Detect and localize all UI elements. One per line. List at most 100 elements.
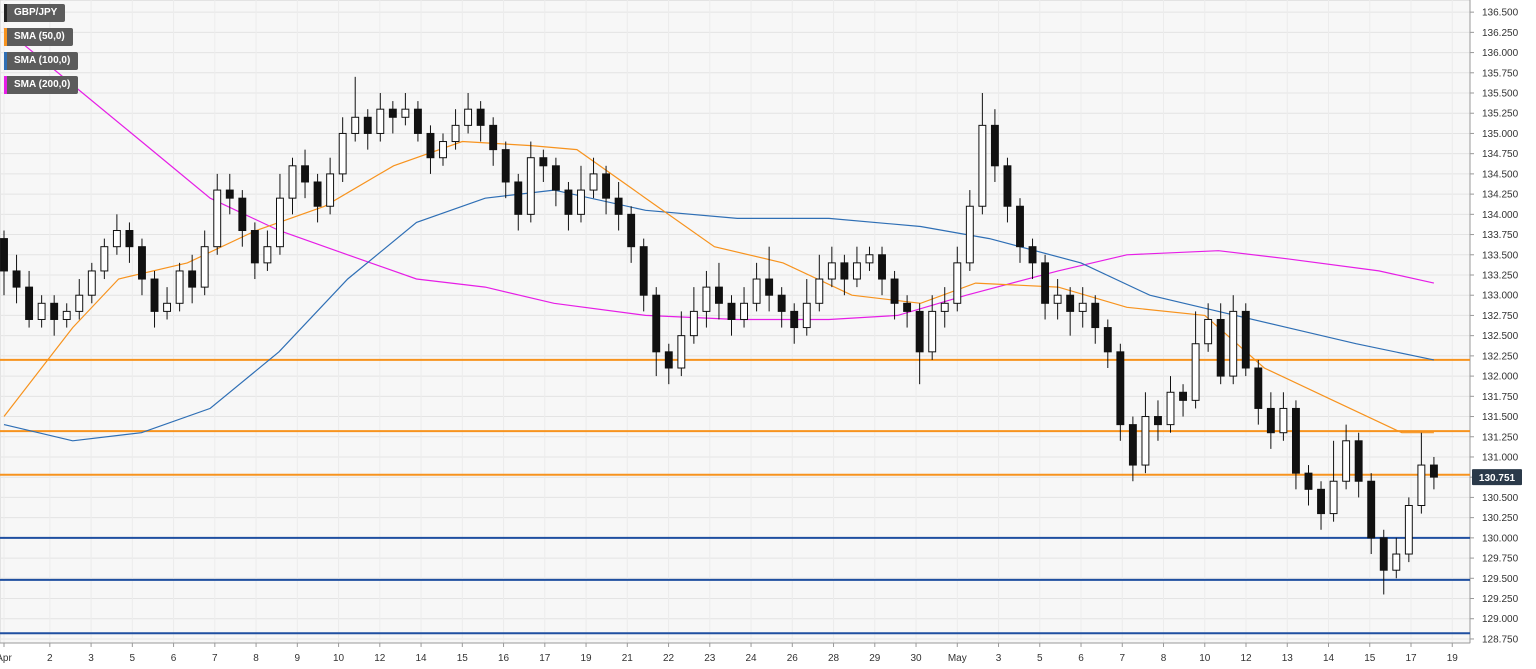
x-tick-label: 17 [1405,653,1417,664]
candle-bull [200,246,209,288]
y-tick-label: 136.500 [1482,8,1519,19]
legend-sma100[interactable]: SMA (100,0) [4,52,79,70]
x-tick-label: 28 [828,653,840,664]
legend: GBP/JPY SMA (50,0) SMA (100,0) SMA (200,… [4,4,79,94]
x-tick-label: 6 [171,653,177,664]
candle-bear [188,270,197,288]
x-tick-label: Apr [0,653,12,664]
x-tick-label: 14 [1323,653,1335,664]
candle-bear [514,181,523,215]
candle-bear [238,197,247,232]
candle-bull [275,197,284,248]
y-tick-label: 130.000 [1482,533,1519,544]
x-tick-label: 12 [1240,653,1252,664]
x-tick-label: 22 [663,653,675,664]
candle-bull [928,310,937,353]
y-tick-label: 134.250 [1482,190,1519,201]
candle-bear [890,278,899,304]
candle-bear [150,278,159,312]
candle-bear [1429,464,1438,478]
candle-bull [163,302,172,312]
candle-bear [639,246,648,296]
legend-sma200[interactable]: SMA (200,0) [4,76,79,94]
candle-bull [1166,391,1175,426]
legend-sma50-label: SMA (50,0) [14,31,65,42]
candle-bull [37,302,46,320]
candle-bear [1003,165,1012,207]
candle-bear [990,124,999,167]
y-tick-label: 136.250 [1482,28,1519,39]
candle-bull [1392,553,1401,571]
candle-bear [790,310,799,329]
candle-bull [752,278,761,304]
plot-area [0,0,1471,644]
candle-bear [363,116,372,134]
x-tick-label: 6 [1078,653,1084,664]
y-tick-label: 132.500 [1482,331,1519,342]
candle-bull [740,302,748,320]
candle-bull [451,124,460,143]
y-tick-label: 130.500 [1482,493,1519,504]
y-tick-label: 131.250 [1482,432,1519,443]
y-tick-label: 134.750 [1482,149,1519,160]
x-tick-label: 15 [457,653,469,664]
candle-bull [326,173,335,207]
candle-bear [1266,407,1275,434]
candle-bull [827,262,836,280]
candle-bull [1053,294,1062,304]
y-tick-label: 131.500 [1482,412,1519,423]
candle-bull [1279,407,1288,434]
candle-bear [1354,440,1363,482]
last-price-tag [1472,469,1522,486]
candle-bull [112,230,121,248]
y-tick-label: 134.000 [1482,210,1519,221]
x-tick-label: 26 [787,653,799,664]
y-tick-label: 132.750 [1482,311,1519,322]
legend-sma50-swatch [4,28,7,46]
x-tick-label: 7 [212,653,218,664]
candle-bull [75,294,84,312]
x-tick-label: 17 [539,653,551,664]
candle-bull [702,286,711,312]
candle-bear [727,302,736,320]
y-tick-label: 128.750 [1482,634,1519,645]
candle-bull [852,262,861,280]
candle-bear [1304,472,1313,490]
candle-bear [878,254,886,280]
candle-bull [526,157,535,215]
candle-bull [953,262,962,304]
candle-bear [903,302,912,312]
candle-bull [978,124,987,207]
candle-bear [489,124,498,151]
y-tick-label: 133.250 [1482,270,1519,281]
candle-bear [915,310,924,353]
candle-bear [539,157,548,167]
candle-bull [263,246,272,264]
x-tick-label: 23 [704,653,716,664]
candle-bear [1367,480,1376,539]
candle-bear [551,165,560,191]
x-tick-label: 5 [130,653,136,664]
x-tick-label: 30 [910,653,922,664]
candle-bull [175,270,184,304]
candle-bear [1041,262,1050,304]
candle-bear [652,294,661,353]
candle-bull [865,254,874,264]
candle-bull [1078,302,1087,312]
candle-bull [802,302,811,329]
candle-bear [664,351,673,369]
legend-symbol-label: GBP/JPY [14,7,58,18]
legend-sma50[interactable]: SMA (50,0) [4,28,73,46]
candle-bear [250,230,259,264]
candle-bear [1379,537,1388,571]
legend-symbol[interactable]: GBP/JPY [4,4,66,22]
candle-bull [376,108,385,134]
candle-bull [401,108,410,118]
candle-bull [351,116,360,134]
candle-bear [301,165,309,183]
candle-bull [1342,440,1351,482]
x-tick-label: 13 [1282,653,1294,664]
candle-bear [1317,488,1325,515]
candle-bear [1154,416,1162,426]
x-tick-label: 14 [415,653,427,664]
